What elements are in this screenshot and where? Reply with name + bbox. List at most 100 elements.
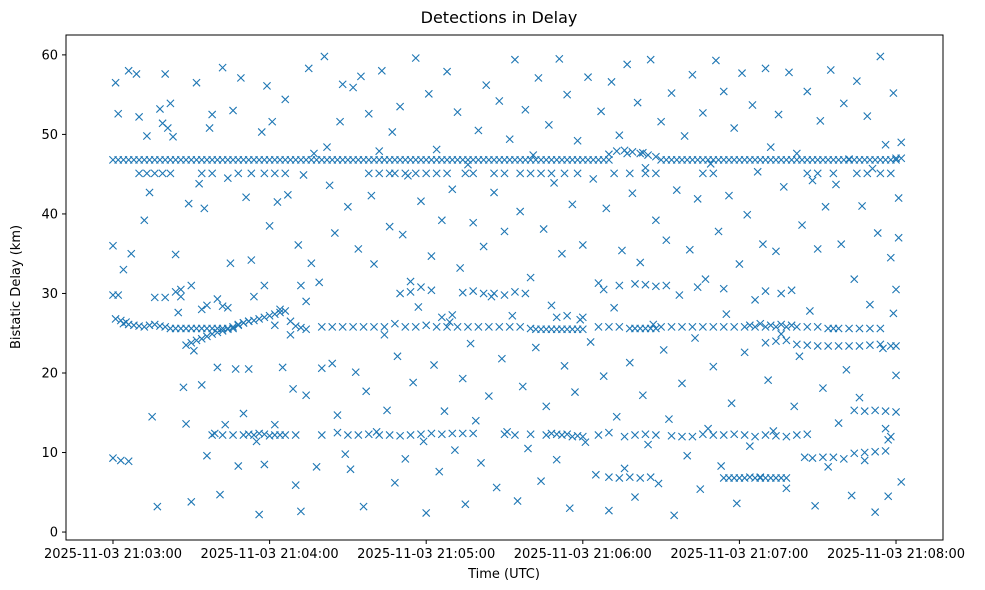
detection-marker bbox=[169, 132, 178, 141]
detection-marker bbox=[226, 259, 235, 268]
detection-marker bbox=[508, 311, 517, 320]
detection-marker bbox=[620, 464, 629, 473]
detection-marker bbox=[641, 430, 650, 439]
detection-marker bbox=[651, 152, 660, 161]
detection-marker bbox=[782, 322, 791, 331]
detection-marker bbox=[296, 507, 305, 516]
detection-marker bbox=[578, 325, 587, 334]
detection-marker bbox=[837, 240, 846, 249]
detection-marker bbox=[863, 112, 872, 121]
detection-marker bbox=[845, 341, 854, 350]
detection-marker bbox=[317, 431, 326, 440]
detection-marker bbox=[187, 281, 196, 290]
detection-marker bbox=[811, 501, 820, 510]
detection-marker bbox=[500, 227, 509, 236]
detection-marker bbox=[396, 431, 405, 440]
detection-marker bbox=[231, 365, 240, 374]
detection-marker bbox=[719, 87, 728, 96]
detection-marker bbox=[260, 169, 269, 178]
detection-marker bbox=[401, 454, 410, 463]
detection-marker bbox=[255, 314, 264, 323]
detection-marker bbox=[696, 485, 705, 494]
detection-marker bbox=[315, 278, 324, 287]
detection-marker bbox=[761, 287, 770, 296]
detection-marker bbox=[638, 148, 647, 157]
detection-marker bbox=[771, 337, 780, 346]
detection-marker bbox=[615, 322, 624, 331]
detection-marker bbox=[636, 473, 645, 482]
detection-marker bbox=[359, 502, 368, 511]
detection-marker bbox=[150, 293, 159, 302]
detection-marker bbox=[416, 197, 425, 206]
detection-marker bbox=[557, 249, 566, 258]
detection-marker bbox=[469, 169, 478, 178]
detection-marker bbox=[229, 322, 238, 331]
detection-marker bbox=[641, 163, 650, 172]
detection-marker bbox=[709, 169, 718, 178]
detection-marker bbox=[542, 431, 551, 440]
detection-marker bbox=[375, 147, 384, 156]
detection-marker bbox=[881, 424, 890, 433]
detection-marker bbox=[518, 382, 527, 391]
detection-marker bbox=[644, 151, 653, 160]
detection-marker bbox=[270, 420, 279, 429]
detection-marker bbox=[526, 273, 535, 282]
detection-marker bbox=[826, 66, 835, 74]
detection-marker bbox=[709, 322, 718, 331]
detection-marker bbox=[513, 497, 522, 506]
detection-marker bbox=[333, 411, 342, 420]
detection-marker bbox=[448, 429, 457, 438]
detection-marker bbox=[484, 392, 493, 401]
detection-marker bbox=[855, 393, 864, 402]
detection-marker bbox=[273, 198, 282, 206]
detection-marker bbox=[296, 323, 305, 332]
detection-marker bbox=[276, 308, 285, 317]
detection-marker bbox=[599, 285, 608, 294]
detection-marker bbox=[610, 303, 619, 312]
chart-title: Detections in Delay bbox=[421, 8, 578, 27]
detection-marker bbox=[145, 188, 154, 197]
detection-marker bbox=[500, 169, 509, 178]
detection-marker bbox=[552, 313, 561, 322]
detection-marker bbox=[758, 240, 767, 249]
detection-marker bbox=[161, 69, 170, 78]
detection-marker bbox=[735, 260, 744, 269]
detection-marker bbox=[732, 499, 741, 508]
detection-marker bbox=[615, 131, 624, 140]
x-tick-label: 2025-11-03 21:03:00 bbox=[44, 547, 182, 562]
detection-marker bbox=[424, 89, 433, 98]
detection-marker bbox=[651, 324, 660, 333]
detection-marker bbox=[845, 155, 854, 164]
detection-marker bbox=[432, 169, 441, 178]
detection-marker bbox=[260, 313, 269, 322]
detection-marker bbox=[299, 170, 308, 179]
detection-marker bbox=[552, 455, 561, 464]
detection-marker bbox=[805, 306, 814, 315]
detection-marker bbox=[792, 149, 801, 158]
detection-marker bbox=[239, 409, 248, 418]
detection-marker bbox=[790, 402, 799, 411]
detection-marker bbox=[589, 174, 598, 183]
detection-marker bbox=[771, 322, 780, 331]
detection-marker bbox=[505, 135, 514, 144]
detection-marker bbox=[625, 473, 634, 482]
detection-marker bbox=[372, 427, 381, 436]
detection-marker bbox=[636, 149, 645, 158]
detection-marker bbox=[490, 188, 499, 197]
detection-marker bbox=[422, 508, 431, 517]
detection-marker bbox=[740, 348, 749, 357]
detection-marker bbox=[140, 322, 149, 331]
detection-marker bbox=[213, 363, 222, 372]
detection-marker bbox=[847, 491, 856, 500]
detection-marker bbox=[276, 431, 285, 440]
detection-marker bbox=[239, 318, 248, 327]
detection-marker bbox=[628, 189, 637, 198]
detection-marker bbox=[416, 283, 425, 292]
detection-marker bbox=[364, 430, 373, 439]
detection-marker bbox=[380, 330, 389, 339]
detection-marker bbox=[132, 69, 141, 78]
detection-marker bbox=[116, 456, 125, 465]
detection-marker bbox=[531, 343, 540, 352]
detection-marker bbox=[349, 322, 358, 331]
detection-marker bbox=[573, 169, 582, 178]
